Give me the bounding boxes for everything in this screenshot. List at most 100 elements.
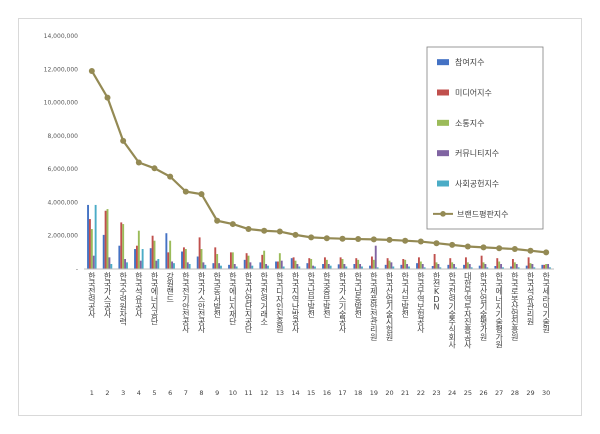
bar [390,262,393,269]
bar [229,252,232,269]
line-point [496,245,503,252]
line-point [449,241,456,248]
bar [202,262,205,269]
line-point [151,165,158,172]
bar [357,259,360,269]
rank-label: 5 [152,389,156,397]
bar [435,262,438,269]
bar [298,266,301,269]
bar [243,259,246,269]
line-point [88,67,95,74]
bar [235,266,238,269]
bar [231,252,234,269]
chart-plot: - 2,000,000 4,000,000 6,000,000 8,000,000 10,… [44,33,554,397]
bar [406,264,409,269]
bar [515,264,518,269]
bar [531,264,534,269]
bar [496,258,499,269]
bar [280,260,283,269]
rank-label: 14 [291,389,299,397]
bar [314,266,316,269]
bar [343,264,346,269]
y-axis: - 2,000,000 4,000,000 6,000,000 8,000,000 10,… [44,33,79,273]
y-tick-label: 2,000,000 [47,233,78,240]
bar [135,245,138,269]
bar [547,264,550,269]
rank-label: 30 [542,389,550,397]
bar [259,262,262,269]
line-point [135,159,142,166]
bar [90,229,93,269]
y-tick-label: - [76,266,78,273]
line-point [386,236,393,243]
bar [218,263,221,269]
legend-swatch [437,119,449,126]
bar [431,266,434,269]
bar [169,240,172,269]
rank-label: 13 [276,389,284,397]
bar [455,267,457,269]
line-point [417,238,424,245]
bar [408,266,410,269]
bar [322,264,324,269]
bar [102,234,105,269]
line-point [511,246,518,253]
line-point [229,221,236,228]
y-tick-label: 12,000,000 [44,66,79,73]
bar [374,245,377,269]
bar [337,264,340,269]
bar [149,248,152,269]
bar [359,264,362,269]
bar [345,266,348,269]
bar [220,265,222,269]
bar [370,256,373,269]
rank-label: 18 [354,389,362,397]
bar [421,264,424,269]
bar [376,267,379,269]
rank-label: 23 [432,389,440,397]
rank-label: 27 [495,389,503,397]
bar [404,259,407,269]
legend-label: 참여지수 [455,57,484,67]
rank-label: 28 [511,389,519,397]
y-tick-label: 10,000,000 [44,100,79,107]
bar [500,264,503,269]
bar [292,257,295,269]
bar-series-group [87,204,551,269]
rank-label: 7 [184,389,188,397]
y-tick-label: 8,000,000 [47,133,78,140]
line-point [276,228,283,235]
bar [245,253,248,269]
bar [323,257,326,269]
rank-label: 10 [229,389,237,397]
rank-label: 6 [168,389,172,397]
bar [94,204,97,269]
line-point [355,236,362,243]
bar [247,255,250,269]
line-point [182,188,189,195]
bar [510,266,512,269]
bar [124,259,127,269]
bar [182,247,185,269]
bar [171,261,174,269]
bar [212,263,215,269]
bar [118,245,121,269]
bar [88,219,91,269]
rank-label: 9 [215,389,219,397]
bar [453,264,456,269]
bar [402,259,405,269]
line-point [543,249,550,256]
line-point [527,247,534,254]
rank-label: 1 [90,389,94,397]
bar [464,257,467,269]
